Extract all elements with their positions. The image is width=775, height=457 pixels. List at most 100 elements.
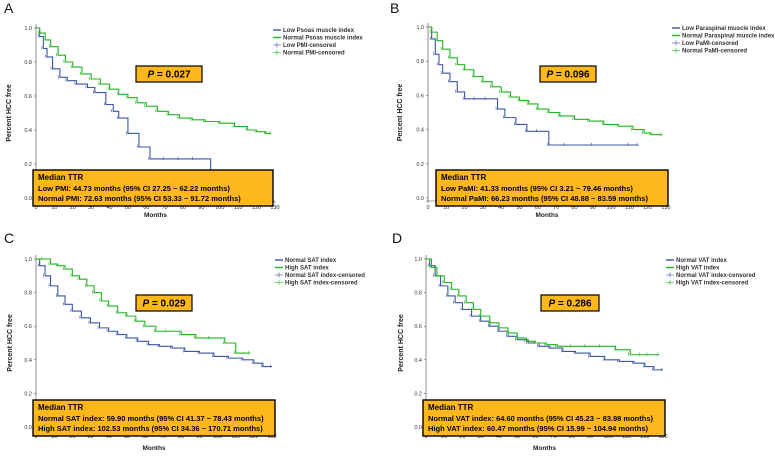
- x-tick-label: 0: [34, 205, 37, 211]
- legend-entry: Low PMI-censored: [283, 43, 336, 49]
- x-tick-label: 40: [498, 205, 504, 211]
- median-ttr-box: [422, 399, 666, 437]
- y-tick-label: 0.0: [24, 196, 32, 202]
- y-tick-label: 0.8: [414, 291, 422, 297]
- x-tick-label: 0: [34, 434, 37, 440]
- x-tick-label: 20: [462, 205, 468, 211]
- x-tick-label: 30: [480, 205, 486, 211]
- y-tick-label: 0.2: [414, 391, 422, 397]
- p-value-box: [540, 294, 600, 312]
- x-tick-label: 50: [125, 205, 131, 211]
- legend-entry: Normal SAT index-censored: [285, 273, 365, 279]
- y-tick-label: 0.4: [414, 358, 422, 364]
- x-tick-label: 100: [606, 205, 615, 211]
- legend-entry: Normal VAT index: [676, 258, 727, 264]
- y-tick-label: 0.8: [24, 291, 32, 297]
- x-tick-label: 90: [196, 434, 202, 440]
- x-tick-label: 70: [553, 205, 559, 211]
- x-tick-label: 130: [658, 434, 667, 440]
- x-tick-label: 30: [88, 205, 94, 211]
- km-curve-blue: [36, 258, 272, 368]
- y-tick-label: 1.0: [414, 257, 422, 263]
- x-tick-label: 10: [441, 434, 447, 440]
- panel-letter: A: [4, 0, 14, 16]
- x-tick-label: 120: [643, 205, 652, 211]
- y-tick-label: 0.6: [24, 324, 32, 330]
- x-tick-label: 100: [213, 434, 222, 440]
- x-tick-label: 0: [424, 434, 427, 440]
- panel-letter: B: [390, 0, 399, 16]
- x-tick-label: 40: [106, 434, 112, 440]
- legend-entry: Normal Paraspinal muscle index: [682, 34, 775, 40]
- x-tick-label: 0: [426, 205, 429, 211]
- p-value-text: P = 0.286: [548, 299, 592, 310]
- x-axis-label: Months: [535, 212, 558, 219]
- km-curve-blue: [36, 27, 272, 174]
- legend-entry: Low Psoas muscle index: [283, 28, 355, 34]
- x-tick-label: 60: [142, 434, 148, 440]
- panel-letter: D: [392, 230, 402, 246]
- y-tick-label: 0.6: [416, 93, 424, 99]
- legend-entry: High VAT index-censored: [676, 281, 748, 287]
- legend-entry: Normal PaMI-censored: [682, 49, 747, 55]
- x-tick-label: 30: [87, 434, 93, 440]
- y-axis-label: Percent HCC free: [7, 314, 14, 372]
- y-tick-label: 0.8: [416, 59, 424, 65]
- km-curve-green: [36, 258, 251, 354]
- x-tick-label: 90: [587, 434, 593, 440]
- x-tick-label: 120: [640, 434, 649, 440]
- median-ttr-title: Median TTR: [38, 173, 84, 182]
- chart-panel-b: B 0.0 0.2 0.4 0.6 0.8 1.0 0 10 20 30 40 50 60 70 80 90 10…: [390, 0, 775, 219]
- median-ttr-title: Median TTR: [441, 173, 487, 182]
- y-tick-label: 1.0: [416, 25, 424, 31]
- x-tick-label: 40: [496, 434, 502, 440]
- p-value-text: P = 0.029: [142, 299, 186, 310]
- median-ttr-title: Median TTR: [38, 403, 84, 412]
- x-tick-label: 110: [234, 205, 243, 211]
- median-ttr-line: High VAT index: 60.47 months (95% CI 15.…: [428, 424, 649, 433]
- x-axis-label: Months: [142, 445, 165, 452]
- panel-letter: C: [4, 230, 14, 246]
- x-tick-label: 70: [551, 434, 557, 440]
- y-axis-label: Percent HCC free: [6, 84, 13, 142]
- x-tick-label: 50: [514, 434, 520, 440]
- x-tick-label: 120: [249, 434, 258, 440]
- x-tick-label: 90: [590, 205, 596, 211]
- legend-entry: Normal VAT index-censored: [676, 273, 756, 279]
- legend-entry: High VAT index: [676, 266, 720, 272]
- legend-entry: Low PaMI-censored: [682, 41, 739, 47]
- y-axis-label: Percent HCC free: [398, 314, 405, 372]
- x-tick-label: 130: [270, 205, 279, 211]
- x-tick-label: 130: [267, 434, 276, 440]
- chart-panel-a: A 0.0 0.2 0.4 0.6 0.8 1.0 0 10 20 30 40 50 60 70 80 90 10…: [4, 0, 363, 219]
- x-tick-label: 20: [459, 434, 465, 440]
- x-tick-label: 60: [532, 434, 538, 440]
- x-axis-label: Months: [144, 212, 167, 219]
- km-curve-green: [428, 26, 663, 136]
- x-tick-label: 110: [231, 434, 240, 440]
- x-tick-label: 80: [178, 434, 184, 440]
- median-ttr-line: Normal SAT index: 59.90 months (95% CI 4…: [38, 414, 264, 423]
- x-tick-label: 50: [516, 205, 522, 211]
- x-tick-label: 20: [69, 434, 75, 440]
- x-tick-label: 40: [106, 205, 112, 211]
- x-tick-label: 70: [160, 434, 166, 440]
- legend-entry: Low Paraspinal muscle index: [682, 26, 766, 32]
- legend-entry: Normal SAT index: [285, 258, 337, 264]
- median-ttr-box: [32, 399, 276, 437]
- x-tick-label: 110: [622, 434, 631, 440]
- median-ttr-line: Normal PaMI: 66.23 months (95% CI 48.88 …: [441, 194, 648, 203]
- y-tick-label: 0.2: [24, 391, 32, 397]
- median-ttr-line: Low PMI: 44.73 months (95% CI 27.25 ~ 62…: [38, 184, 230, 193]
- x-tick-label: 100: [215, 205, 224, 211]
- chart-panel-d: D 0.0 0.2 0.4 0.6 0.8 1.0 0 10 20 30 40 50 60 70 80 90 10…: [392, 230, 756, 452]
- p-value-text: P = 0.027: [147, 70, 191, 81]
- median-ttr-box: [435, 169, 669, 207]
- median-ttr-box: [32, 169, 274, 207]
- x-tick-label: 100: [604, 434, 613, 440]
- x-tick-label: 50: [124, 434, 130, 440]
- x-tick-label: 30: [478, 434, 484, 440]
- p-value-text: P = 0.096: [546, 70, 590, 81]
- x-tick-label: 10: [443, 205, 449, 211]
